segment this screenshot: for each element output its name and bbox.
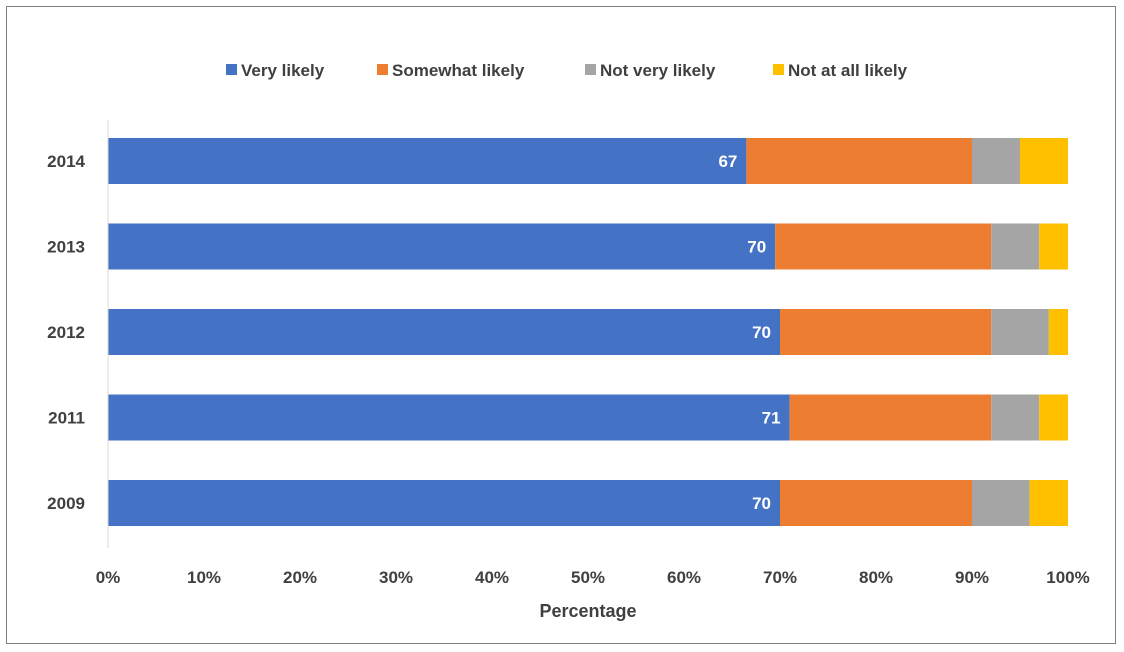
x-tick-label: 50% xyxy=(571,568,605,587)
y-axis-labels: 2014 2013 2012 2011 2009 xyxy=(47,152,85,513)
x-tick-label: 70% xyxy=(763,568,797,587)
bar-somewhat-likely-2014 xyxy=(746,138,972,184)
bar-not-very-likely-2009 xyxy=(972,480,1030,526)
legend-swatch-not-at-all-likely xyxy=(773,64,784,75)
legend-label-somewhat-likely: Somewhat likely xyxy=(392,61,525,80)
x-tick-label: 0% xyxy=(96,568,121,587)
bar-not-very-likely-2014 xyxy=(972,138,1020,184)
legend-swatch-very-likely xyxy=(226,64,237,75)
x-tick-label: 90% xyxy=(955,568,989,587)
x-tick-label: 30% xyxy=(379,568,413,587)
bar-not-at-all-likely-2013 xyxy=(1039,223,1068,270)
bar-somewhat-likely-2013 xyxy=(775,223,992,270)
data-label-very-likely-2014: 67 xyxy=(718,152,737,171)
x-tick-label: 10% xyxy=(187,568,221,587)
x-axis-tick-labels: 0% 10% 20% 30% 40% 50% 60% 70% 80% 90% 100% xyxy=(96,568,1090,587)
x-tick-label: 20% xyxy=(283,568,317,587)
bar-not-at-all-likely-2011 xyxy=(1039,394,1068,441)
legend-label-not-very-likely: Not very likely xyxy=(600,61,716,80)
bar-very-likely-2012 xyxy=(108,309,780,355)
x-tick-label: 40% xyxy=(475,568,509,587)
legend-label-not-at-all-likely: Not at all likely xyxy=(788,61,908,80)
x-tick-label: 60% xyxy=(667,568,701,587)
y-axis-label-2009: 2009 xyxy=(47,494,85,513)
y-axis-label-2011: 2011 xyxy=(48,409,85,428)
bar-very-likely-2013 xyxy=(108,223,776,270)
bar-somewhat-likely-2012 xyxy=(780,309,992,355)
x-tick-label: 80% xyxy=(859,568,893,587)
bar-very-likely-2011 xyxy=(108,394,790,441)
legend-swatch-not-very-likely xyxy=(585,64,596,75)
bar-not-at-all-likely-2009 xyxy=(1029,480,1068,526)
bar-not-very-likely-2011 xyxy=(991,394,1040,441)
x-tick-label: 100% xyxy=(1046,568,1089,587)
y-axis-label-2014: 2014 xyxy=(47,152,85,171)
bar-not-at-all-likely-2014 xyxy=(1020,138,1068,184)
legend-label-very-likely: Very likely xyxy=(241,61,325,80)
bar-not-at-all-likely-2012 xyxy=(1048,309,1068,355)
bar-very-likely-2014 xyxy=(108,138,747,184)
data-label-very-likely-2009: 70 xyxy=(752,494,771,513)
legend: Very likely Somewhat likely Not very likel… xyxy=(226,61,908,80)
bar-somewhat-likely-2009 xyxy=(780,480,972,526)
plot-area: 67 70 70 71 70 xyxy=(108,138,1068,526)
x-axis-title: Percentage xyxy=(539,601,636,621)
y-axis-label-2013: 2013 xyxy=(47,238,85,257)
bar-very-likely-2009 xyxy=(108,480,780,526)
y-axis-label-2012: 2012 xyxy=(47,323,85,342)
bar-somewhat-likely-2011 xyxy=(789,394,992,441)
bar-not-very-likely-2012 xyxy=(991,309,1049,355)
data-label-very-likely-2011: 71 xyxy=(762,409,781,428)
bar-not-very-likely-2013 xyxy=(991,223,1040,270)
data-label-very-likely-2013: 70 xyxy=(747,238,766,257)
data-label-very-likely-2012: 70 xyxy=(752,323,771,342)
legend-swatch-somewhat-likely xyxy=(377,64,388,75)
